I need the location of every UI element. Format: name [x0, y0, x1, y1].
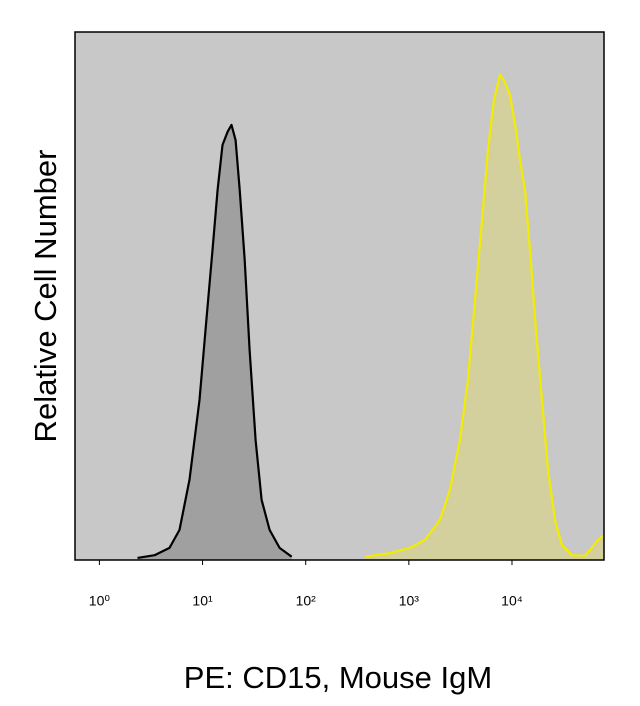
histogram-area [137, 124, 292, 561]
x-tick-label: 10¹ [192, 593, 213, 609]
x-axis-title: PE: CD15, Mouse IgM [184, 660, 492, 695]
x-tick-label: 10³ [399, 593, 420, 609]
histogram-area [364, 74, 604, 561]
histogram-line [364, 73, 605, 558]
plot-frame [74, 31, 605, 561]
histogram-line [137, 123, 293, 559]
x-tick-label: 10⁴ [501, 593, 523, 609]
y-axis-title: Relative Cell Number [28, 150, 63, 443]
x-tick-label: 10² [296, 593, 317, 609]
x-tick-label: 10⁰ [89, 593, 111, 609]
